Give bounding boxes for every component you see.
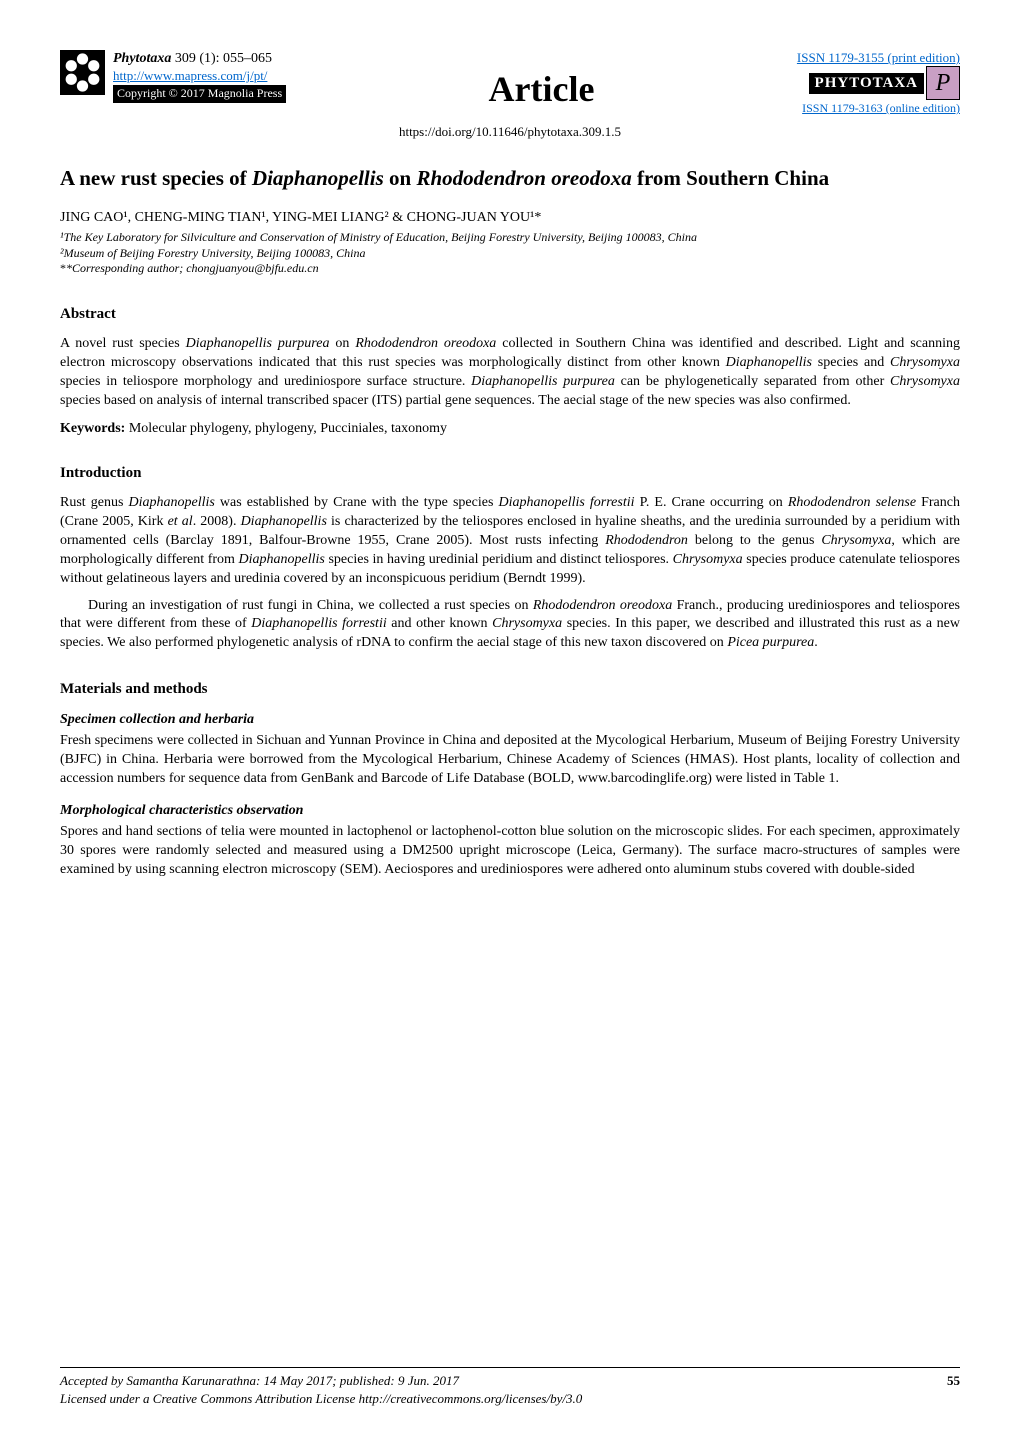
doi-link[interactable]: https://doi.org/10.11646/phytotaxa.309.1… (60, 124, 960, 140)
page-number: 55 (947, 1373, 960, 1389)
abstract-body: A novel rust species Diaphanopellis purp… (60, 335, 960, 411)
article-title: A new rust species of Diaphanopellis on … (60, 165, 960, 192)
affiliation-2: ²Museum of Beijing Forestry University, … (60, 246, 960, 262)
volume-pages: 309 (1): 055–065 (171, 51, 272, 66)
phytotaxa-p-icon: P (926, 66, 960, 100)
issn-online: ISSN 1179-3163 (online edition) (802, 101, 960, 116)
methods-sub1: Specimen collection and herbaria (60, 712, 960, 728)
methods-p2: Spores and hand sections of telia were m… (60, 823, 960, 880)
methods-sub2: Morphological characteristics observatio… (60, 803, 960, 819)
license-text: Licensed under a Creative Commons Attrib… (60, 1391, 960, 1407)
page-container: Phytotaxa 309 (1): 055–065 http://www.ma… (0, 0, 1020, 1442)
issn-print: ISSN 1179-3155 (print edition) (797, 50, 960, 66)
journal-citation: Phytotaxa 309 (1): 055–065 (113, 50, 286, 68)
introduction-p2: During an investigation of rust fungi in… (60, 597, 960, 654)
phytotaxa-badge: PHYTOTAXA P (809, 66, 960, 100)
introduction-heading: Introduction (60, 465, 960, 482)
affiliation-1: ¹The Key Laboratory for Silviculture and… (60, 230, 960, 246)
article-type-label: Article (489, 68, 595, 110)
author-list: JING CAO¹, CHENG-MING TIAN¹, YING-MEI LI… (60, 210, 960, 226)
header-right: ISSN 1179-3155 (print edition) PHYTOTAXA… (797, 50, 960, 116)
header-left-text: Phytotaxa 309 (1): 055–065 http://www.ma… (113, 50, 286, 103)
abstract-heading: Abstract (60, 306, 960, 323)
accepted-text: Accepted by Samantha Karunarathna: 14 Ma… (60, 1373, 459, 1389)
introduction-p1: Rust genus Diaphanopellis was establishe… (60, 494, 960, 588)
page-footer: Accepted by Samantha Karunarathna: 14 Ma… (60, 1367, 960, 1407)
header-left: Phytotaxa 309 (1): 055–065 http://www.ma… (60, 50, 286, 103)
footer-row1: Accepted by Samantha Karunarathna: 14 Ma… (60, 1373, 960, 1389)
flower-logo-icon (60, 50, 105, 95)
methods-p1: Fresh specimens were collected in Sichua… (60, 732, 960, 789)
journal-url-link[interactable]: http://www.mapress.com/j/pt/ (113, 68, 286, 85)
journal-name: Phytotaxa (113, 51, 171, 66)
copyright-text: Copyright © 2017 Magnolia Press (113, 85, 286, 103)
header-row: Phytotaxa 309 (1): 055–065 http://www.ma… (60, 50, 960, 116)
corresponding-author: **Corresponding author; chongjuanyou@bjf… (60, 261, 960, 276)
methods-heading: Materials and methods (60, 681, 960, 698)
badge-text: PHYTOTAXA (809, 73, 924, 94)
keywords-line: Keywords: Molecular phylogeny, phylogeny… (60, 421, 960, 437)
